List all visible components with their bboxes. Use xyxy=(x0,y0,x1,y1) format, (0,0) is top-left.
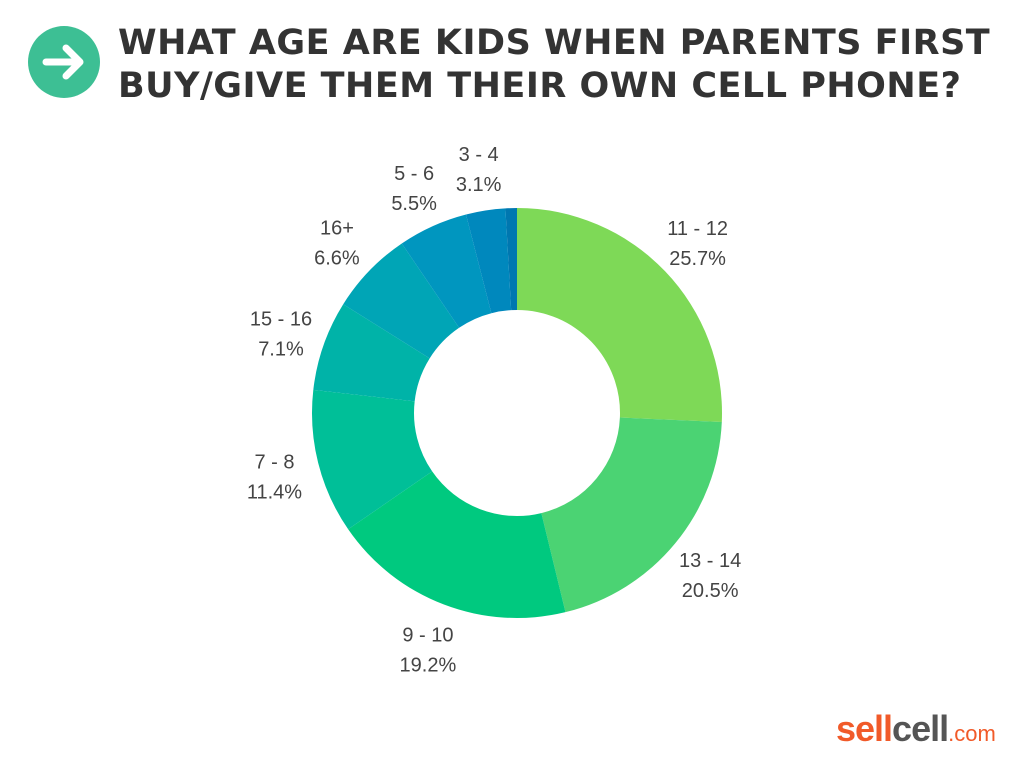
sellcell-logo: sellcell.com xyxy=(836,708,996,750)
slice-11-12 xyxy=(517,208,722,423)
slice-label-label: 5 - 6 xyxy=(394,163,434,185)
slice-value-label: 6.6% xyxy=(314,248,360,270)
slice-15-16 xyxy=(313,304,430,402)
slice-value-label: 20.5% xyxy=(682,580,739,602)
slice-value-label: 7.1% xyxy=(258,339,304,361)
slice-value-label: 11.4% xyxy=(247,482,302,504)
slice-label-label: 16+ xyxy=(320,218,354,240)
slice-label-label: 9 - 10 xyxy=(402,625,453,647)
slice-value-label: 3.1% xyxy=(456,174,502,196)
page-title: WHAT AGE ARE KIDS WHEN PARENTS FIRST BUY… xyxy=(118,23,991,106)
arrow-right-icon xyxy=(28,26,100,98)
slice-label-label: 11 - 12 xyxy=(667,218,728,240)
slice-label-label: 13 - 14 xyxy=(679,550,741,572)
slice-value-label: 5.5% xyxy=(391,193,437,215)
slice-label-label: 3 - 4 xyxy=(459,144,499,166)
slice-9-10 xyxy=(348,471,566,619)
logo-part-cell: cell xyxy=(892,708,949,749)
logo-part-sell: sell xyxy=(836,708,893,749)
slice-label-label: 7 - 8 xyxy=(254,452,294,474)
slice-7-8 xyxy=(312,389,433,530)
slice-13-14 xyxy=(541,417,722,613)
slice-5-6 xyxy=(401,214,492,328)
slice-label-label: 15 - 16 xyxy=(250,309,312,331)
slice-value-label: 25.7% xyxy=(669,248,726,270)
slice-16+ xyxy=(343,243,460,359)
logo-part-com: .com xyxy=(948,721,996,746)
slice-3-4 xyxy=(466,208,512,314)
slice-value-label: 19.2% xyxy=(400,655,457,677)
slice-unlabeled xyxy=(505,208,517,311)
